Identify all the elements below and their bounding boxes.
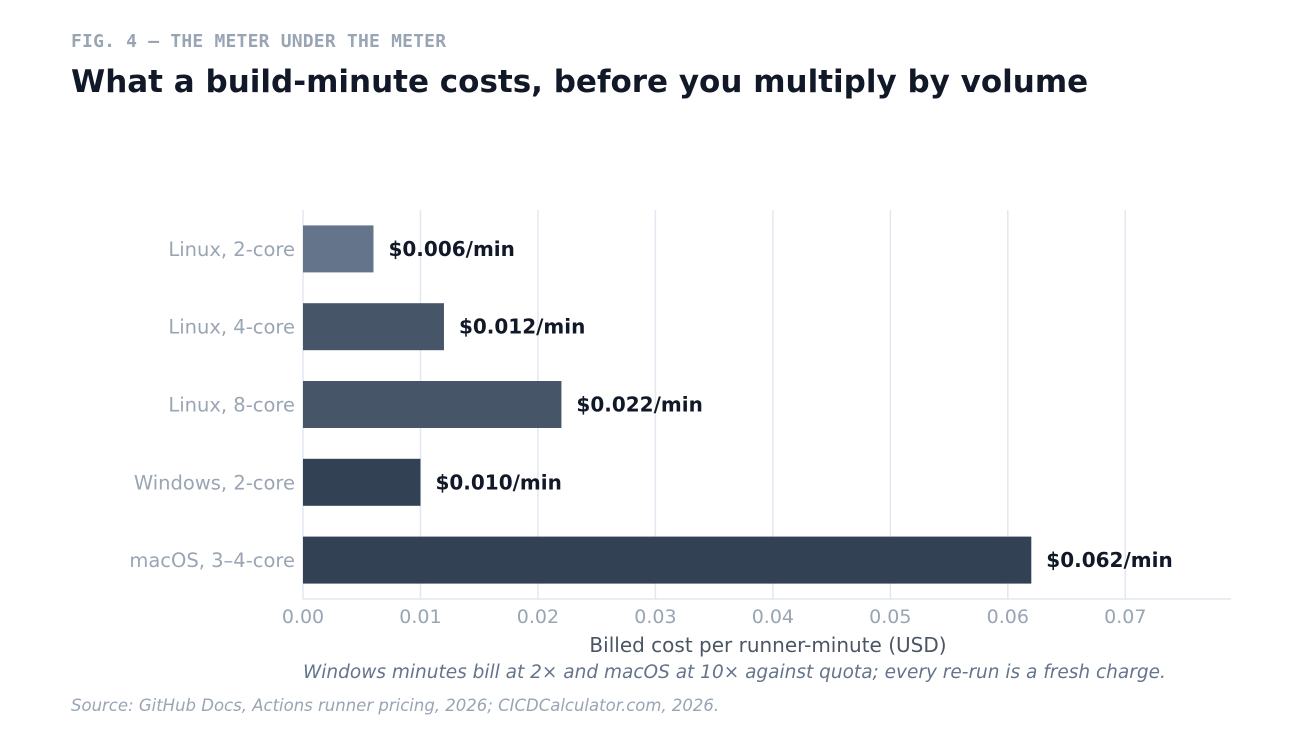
bar xyxy=(303,303,444,351)
x-tick-label: 0.07 xyxy=(1104,606,1146,628)
x-tick-label: 0.00 xyxy=(282,606,324,628)
bar xyxy=(303,536,1032,584)
chart-note: Windows minutes bill at 2× and macOS at … xyxy=(303,662,1166,683)
x-tick-label: 0.02 xyxy=(517,606,559,628)
y-category-label: Linux, 8-core xyxy=(168,394,295,417)
bar xyxy=(303,381,562,428)
x-axis-label: Billed cost per runner-minute (USD) xyxy=(589,633,946,657)
bar-value-label: $0.012/min xyxy=(459,315,585,339)
x-tick-label: 0.01 xyxy=(399,606,441,628)
y-category-label: macOS, 3–4-core xyxy=(129,549,295,572)
x-tick-label: 0.04 xyxy=(752,606,794,628)
bar-value-label: $0.022/min xyxy=(576,393,702,417)
x-tick-label: 0.03 xyxy=(634,606,676,628)
bar-value-label: $0.006/min xyxy=(388,237,514,261)
figure-label: FIG. 4 — THE METER UNDER THE METER xyxy=(71,31,447,52)
bar-value-label: $0.062/min xyxy=(1046,548,1172,572)
bar xyxy=(303,225,374,273)
bar xyxy=(303,458,421,506)
chart-title: What a build-minute costs, before you mu… xyxy=(71,64,1089,100)
y-category-label: Linux, 2-core xyxy=(168,238,295,261)
y-category-label: Windows, 2-core xyxy=(134,471,295,494)
y-category-label: Linux, 4-core xyxy=(168,316,295,339)
x-tick-label: 0.05 xyxy=(869,606,911,628)
bar-value-label: $0.010/min xyxy=(435,470,561,494)
source-note: Source: GitHub Docs, Actions runner pric… xyxy=(71,696,720,715)
x-tick-label: 0.06 xyxy=(987,606,1029,628)
